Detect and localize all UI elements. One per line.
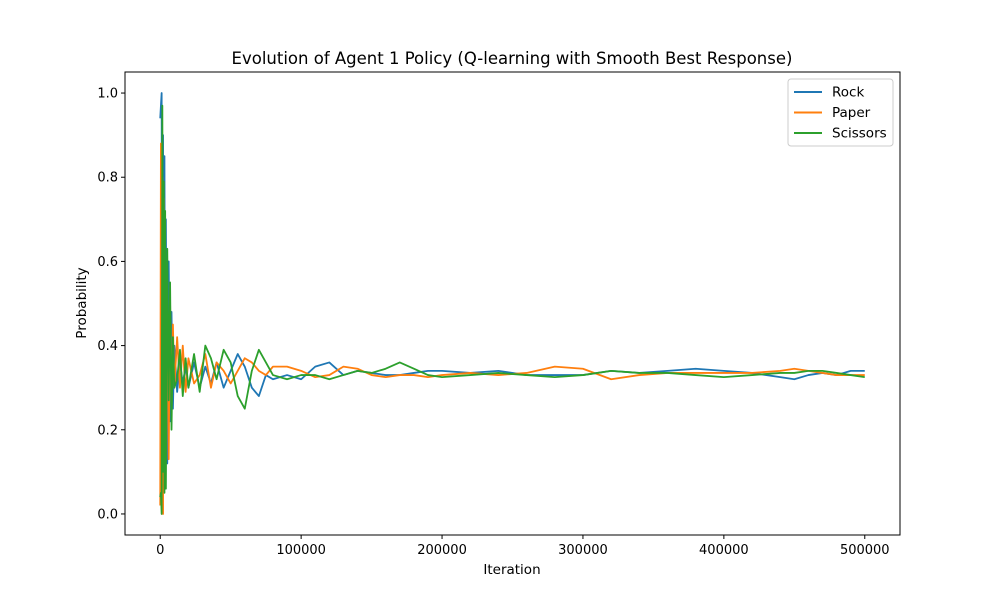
y-tick-label: 0.4	[97, 339, 118, 354]
y-tick-label: 0.2	[97, 423, 118, 438]
y-axis: 0.0 0.2 0.4 0.6 0.8 1.0	[97, 87, 125, 522]
series-line-scissors	[159, 104, 865, 515]
y-tick-label: 0.0	[97, 507, 118, 522]
legend-label-scissors: Scissors	[832, 126, 887, 142]
x-axis-label: Iteration	[483, 562, 540, 578]
x-tick-label: 200000	[417, 543, 467, 558]
legend-label-rock: Rock	[832, 85, 864, 101]
plot-frame	[124, 71, 901, 536]
y-tick-label: 1.0	[97, 87, 118, 102]
x-tick-label: 0	[156, 543, 164, 558]
y-tick-label: 0.6	[97, 255, 118, 270]
x-tick-label: 300000	[558, 543, 608, 558]
chart-title: Evolution of Agent 1 Policy (Q-learning …	[232, 49, 793, 68]
plot-lines	[159, 92, 865, 515]
legend: Rock Paper Scissors	[787, 78, 894, 147]
legend-label-paper: Paper	[832, 105, 871, 121]
x-axis: 0 100000 200000 300000 400000 500000	[156, 535, 890, 558]
x-tick-label: 400000	[699, 543, 749, 558]
legend-box	[787, 78, 894, 147]
x-tick-label: 100000	[276, 543, 326, 558]
y-tick-label: 0.8	[97, 171, 118, 186]
x-tick-label: 500000	[840, 543, 890, 558]
y-axis-label: Probability	[74, 267, 90, 338]
